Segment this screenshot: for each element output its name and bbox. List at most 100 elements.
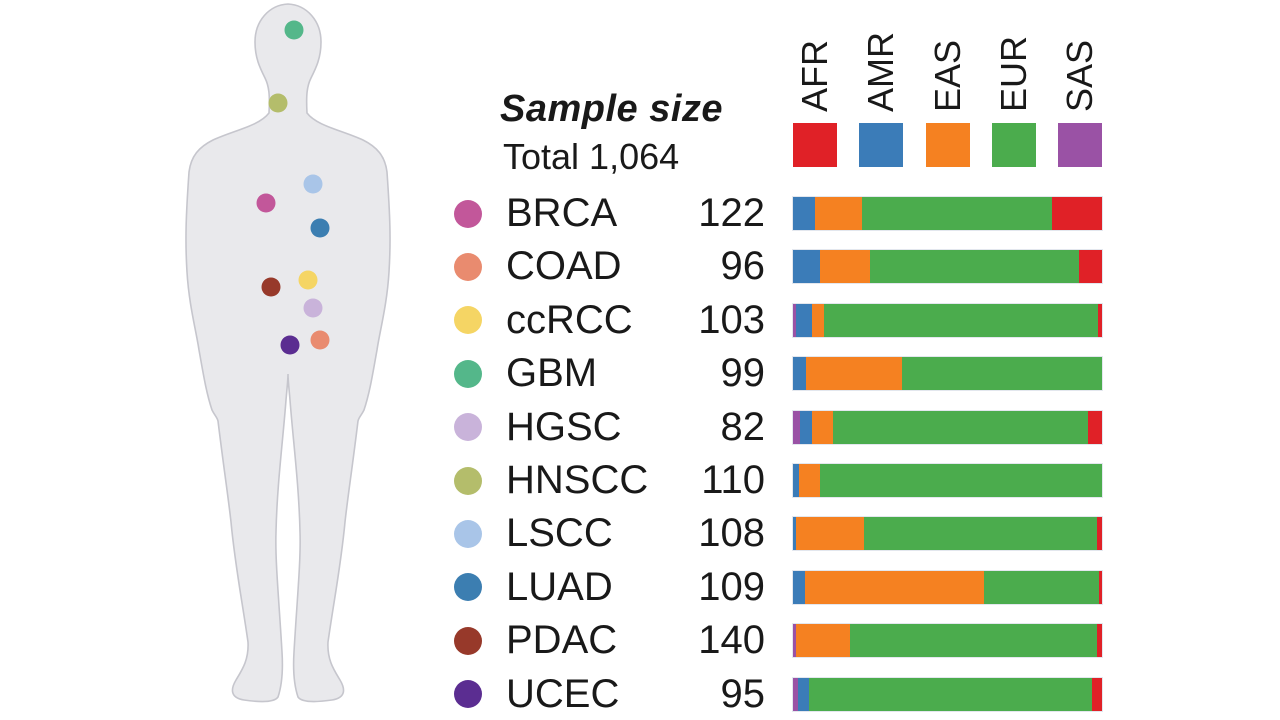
sample-count: 110 [701,458,765,502]
ancestry-bar-gbm [793,357,1102,391]
body-marker-ccrcc [298,270,318,290]
legend-label-eas: EAS [926,39,968,112]
cancer-row-ucec: UCEC 95 [440,667,780,720]
legend-swatch-eur [991,123,1036,167]
bar-segment-afr [1097,624,1102,658]
bar-segment-eas [805,357,903,391]
cancer-label: PDAC [506,618,618,663]
body-marker-ucec [280,335,300,355]
sample-count: 140 [698,618,765,663]
bar-segment-eur [819,464,1102,497]
ancestry-bar-luad [793,570,1102,604]
cancer-row-lscc: LSCC 108 [440,507,780,561]
bar-segment-eas [795,624,850,658]
legend-swatch-sas [1058,123,1102,167]
cancer-label: COAD [506,244,622,289]
bar-segment-afr [1097,303,1102,337]
bar-segment-eas [811,410,833,444]
bar-segment-afr [1051,197,1102,230]
legend-item-afr: AFR [793,16,837,167]
sample-count: 99 [720,351,766,396]
bar-segment-eur [861,197,1052,230]
body-marker-group [256,20,330,355]
bar-segment-eas [819,250,870,284]
cancer-row-pdac: PDAC 140 [440,614,780,668]
bar-segment-amr [797,677,809,711]
cancer-row-brca: BRCA 122 [440,187,780,241]
body-marker-brca [256,193,276,213]
legend-label-eur: EUR [992,35,1034,112]
bar-segment-eas [804,570,984,604]
legend-item-sas: SAS [1058,16,1102,167]
legend-item-amr: AMR [859,16,904,167]
sample-count: 108 [698,511,765,556]
bar-segment-sas [793,677,798,711]
body-marker-coad [310,330,330,350]
cancer-dot-hgsc [454,413,482,442]
body-silhouette [185,3,391,703]
legend-item-eas: EAS [925,16,970,167]
legend-swatch-afr [793,123,837,167]
legend-label-amr: AMR [860,32,902,112]
bar-segment-eas [796,517,865,551]
ancestry-bar-lscc [793,517,1102,551]
sample-count: 122 [698,191,765,235]
ancestry-bar-ccrcc [793,303,1102,337]
cancer-label: LSCC [506,511,613,556]
bar-segment-eur [849,624,1098,658]
bar-segment-eur [902,357,1102,391]
sample-count: 95 [720,671,766,716]
bar-segment-afr [1078,250,1102,284]
body-marker-hnscc [268,93,288,113]
bar-segment-eur [864,517,1097,551]
bar-segment-eas [812,303,824,337]
bar-segment-afr [1087,410,1102,444]
bar-segment-eur [808,677,1093,711]
cancer-dot-ccrcc [454,306,482,335]
cancer-dot-pdac [454,626,482,655]
bar-segment-eur [983,570,1099,604]
cancer-dot-luad [454,573,482,602]
cancer-label: UCEC [506,671,620,716]
bar-segment-sas [793,303,796,337]
cancer-label: BRCA [506,191,618,235]
legend-swatch-eas [925,123,970,167]
bar-segment-sas [793,410,801,444]
body-marker-lscc [303,174,323,194]
sample-count: 82 [720,404,766,449]
cancer-dot-ucec [454,680,482,709]
cancer-row-hgsc: HGSC 82 [440,400,780,454]
ancestry-bar-ucec [793,677,1102,711]
bar-segment-amr [793,464,799,497]
bar-segment-eur [869,250,1079,284]
ancestry-bar-hnscc [793,464,1102,497]
bar-segment-eas [798,464,820,497]
cancer-dot-lscc [454,519,482,548]
bar-segment-amr [793,197,815,230]
bar-segment-amr [793,250,820,284]
sample-count: 96 [720,244,766,289]
sample-count: 109 [698,564,765,609]
cancer-row-coad: COAD 96 [440,240,780,294]
cancer-label: GBM [506,351,598,396]
ancestry-bar-hgsc [793,410,1102,444]
ancestry-bar-brca [793,197,1102,230]
cancer-row-hnscc: HNSCC 110 [440,454,780,508]
bar-segment-sas [793,624,796,658]
bar-segment-eur [823,303,1098,337]
bar-segment-amr [800,410,812,444]
bar-segment-eur [832,410,1088,444]
legend-label-sas: SAS [1059,39,1100,112]
bar-segment-amr [795,303,813,337]
legend-label-afr: AFR [794,40,835,112]
bar-segment-afr [1098,570,1102,604]
body-marker-pdac [261,277,281,297]
ancestry-bar-pdac [793,624,1102,658]
cancer-row-ccrcc: ccRCC 103 [440,293,780,347]
bar-segment-amr [793,517,797,551]
cancer-label: HNSCC [506,458,649,502]
cancer-label: HGSC [506,404,622,449]
bar-segment-afr [1096,517,1102,551]
body-marker-hgsc [303,298,323,318]
